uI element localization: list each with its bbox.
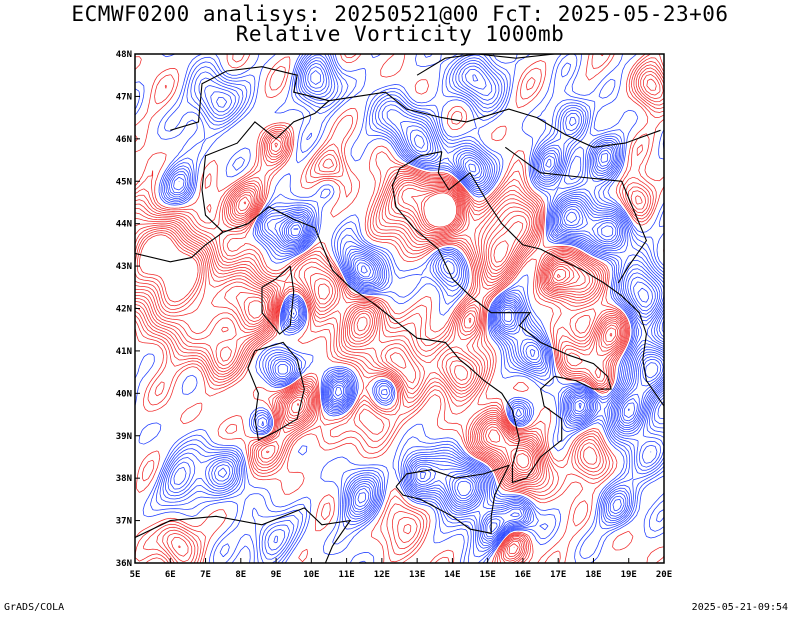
lon-tick-label: 14E bbox=[444, 570, 460, 580]
negative-vorticity-contour bbox=[135, 54, 664, 563]
lat-tick-label: 44N bbox=[116, 220, 132, 230]
negative-vorticity-contour bbox=[159, 54, 664, 563]
lat-tick-label: 47N bbox=[116, 92, 132, 102]
negative-vorticity-contour bbox=[288, 208, 662, 502]
lon-tick-label: 17E bbox=[550, 570, 566, 580]
lon-tick-label: 15E bbox=[480, 570, 496, 580]
lat-tick-label: 36N bbox=[116, 559, 132, 569]
lat-tick-label: 43N bbox=[116, 262, 132, 272]
balkan-inland-border bbox=[504, 146, 648, 284]
lat-tick-label: 41N bbox=[116, 347, 132, 357]
lat-tick-label: 38N bbox=[116, 474, 132, 484]
lon-tick-label: 12E bbox=[374, 570, 390, 580]
lat-tick-label: 48N bbox=[116, 50, 132, 60]
negative-vorticity-contour bbox=[167, 57, 664, 551]
lon-tick-label: 11E bbox=[338, 570, 354, 580]
software-credit: GrADS/COLA bbox=[4, 602, 65, 613]
lon-tick-label: 20E bbox=[656, 570, 672, 580]
axis-ticks: 5E 6E 7E 8E 9E 10E 11E 12E 13E 14E 15E 16E 17E 18E 19E… bbox=[116, 50, 672, 580]
positive-vorticity-contour bbox=[136, 191, 567, 471]
hungary-border bbox=[536, 117, 661, 148]
positive-vorticity-contour bbox=[139, 192, 561, 469]
lon-tick-label: 19E bbox=[621, 570, 637, 580]
map-subtitle: Relative Vorticity 1000mb bbox=[235, 22, 565, 46]
sardinia-coast bbox=[247, 341, 305, 441]
lon-tick-label: 10E bbox=[303, 570, 319, 580]
render-timestamp: 2025-05-21-09:54 bbox=[691, 602, 788, 613]
adriatic-east-coast bbox=[437, 151, 664, 407]
positive-vorticity-contour bbox=[135, 74, 661, 557]
negative-vorticity-contour bbox=[165, 54, 664, 556]
vorticity-contours bbox=[135, 54, 664, 563]
positive-vorticity-contour bbox=[135, 187, 613, 475]
italy-peninsula-coast bbox=[223, 151, 612, 484]
positive-vorticity-contour bbox=[135, 67, 664, 563]
lat-tick-label: 45N bbox=[116, 177, 132, 187]
corsica-coast bbox=[261, 265, 295, 335]
lat-tick-label: 42N bbox=[116, 305, 132, 315]
lon-tick-label: 16E bbox=[515, 570, 531, 580]
lon-tick-label: 6E bbox=[165, 570, 176, 580]
positive-vorticity-contour bbox=[135, 54, 664, 563]
negative-vorticity-contour bbox=[293, 228, 630, 496]
negative-vorticity-contour bbox=[135, 54, 664, 563]
alps-border bbox=[201, 91, 538, 233]
lon-tick-label: 13E bbox=[409, 570, 425, 580]
lat-tick-label: 46N bbox=[116, 135, 132, 145]
positive-vorticity-contour bbox=[135, 54, 664, 563]
lat-tick-label: 37N bbox=[116, 517, 132, 527]
lon-tick-label: 5E bbox=[130, 570, 141, 580]
negative-vorticity-contour bbox=[217, 70, 664, 538]
austria-north-border bbox=[416, 54, 555, 76]
map-title: ECMWF0200 analisys: 20250521@00 FcT: 202… bbox=[71, 2, 729, 26]
lon-tick-label: 8E bbox=[235, 570, 246, 580]
positive-vorticity-contour bbox=[135, 142, 620, 548]
coastline-borders bbox=[135, 54, 664, 563]
negative-vorticity-contour bbox=[178, 66, 664, 540]
france-coast bbox=[135, 231, 224, 263]
swiss-border bbox=[170, 66, 330, 131]
positive-vorticity-contour bbox=[135, 54, 664, 563]
negative-vorticity-contour bbox=[162, 54, 664, 560]
lon-tick-label: 7E bbox=[200, 570, 211, 580]
positive-vorticity-contour bbox=[135, 70, 664, 560]
positive-vorticity-contour bbox=[135, 184, 617, 477]
lat-tick-label: 39N bbox=[116, 432, 132, 442]
lon-tick-label: 9E bbox=[271, 570, 282, 580]
sicily-coast bbox=[395, 464, 510, 534]
negative-vorticity-contour bbox=[290, 211, 659, 499]
lon-tick-label: 18E bbox=[585, 570, 601, 580]
north-africa-coast bbox=[135, 507, 352, 563]
positive-vorticity-contour bbox=[135, 189, 570, 474]
lat-tick-label: 40N bbox=[116, 389, 132, 399]
negative-vorticity-contour bbox=[155, 54, 664, 563]
